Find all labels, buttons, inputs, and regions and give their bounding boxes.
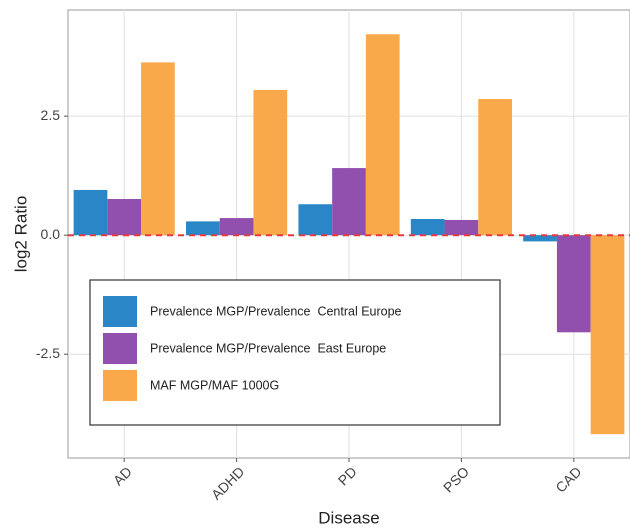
legend-key bbox=[103, 370, 137, 401]
bar bbox=[141, 62, 175, 236]
bar bbox=[186, 221, 220, 236]
legend-label: Prevalence MGP/Prevalence Central Europe bbox=[150, 304, 402, 318]
bar bbox=[107, 199, 142, 236]
bar bbox=[556, 235, 591, 333]
legend-label: Prevalence MGP/Prevalence East Europe bbox=[150, 341, 386, 355]
bar bbox=[365, 34, 400, 236]
y-tick-label: 0.0 bbox=[41, 226, 61, 242]
x-tick-label: CAD bbox=[552, 463, 584, 495]
legend-box bbox=[89, 279, 501, 426]
bar bbox=[478, 99, 512, 236]
legend-label: MAF MGP/MAF 1000G bbox=[150, 378, 279, 392]
x-tick-label: PD bbox=[335, 463, 360, 488]
bar bbox=[298, 204, 333, 236]
y-tick-label: 2.5 bbox=[41, 107, 61, 123]
x-axis-title: Disease bbox=[318, 508, 379, 527]
legend-key bbox=[103, 333, 137, 364]
y-tick-label: -2.5 bbox=[36, 345, 60, 361]
x-tick-label: AD bbox=[110, 463, 135, 488]
bar bbox=[332, 168, 366, 236]
x-tick-label: PSO bbox=[440, 463, 472, 495]
bar bbox=[523, 235, 557, 242]
legend-key bbox=[103, 296, 137, 327]
x-tick-label: ADHD bbox=[208, 463, 247, 502]
bar bbox=[410, 219, 445, 236]
bar bbox=[253, 89, 288, 236]
bar bbox=[444, 219, 479, 236]
bar bbox=[219, 218, 254, 236]
y-axis-title: log2 Ratio bbox=[11, 196, 30, 273]
bar bbox=[590, 235, 625, 435]
legend: Prevalence MGP/Prevalence Central Europe… bbox=[89, 279, 501, 426]
bar bbox=[73, 189, 108, 236]
